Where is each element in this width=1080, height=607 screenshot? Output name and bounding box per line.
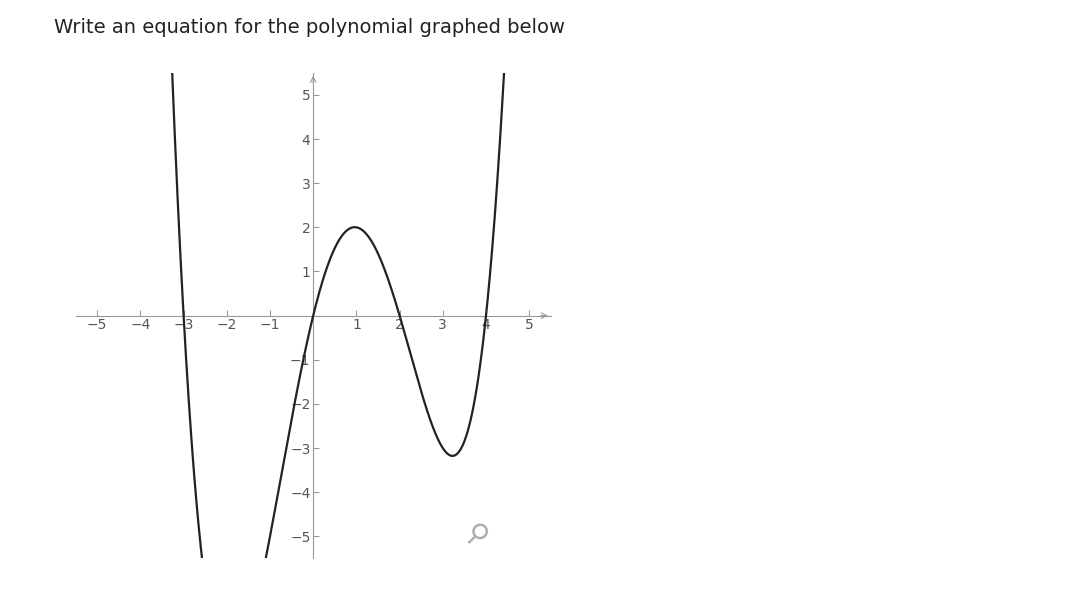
Text: ⚲: ⚲ [458, 518, 492, 552]
Text: Write an equation for the polynomial graphed below: Write an equation for the polynomial gra… [54, 18, 565, 37]
